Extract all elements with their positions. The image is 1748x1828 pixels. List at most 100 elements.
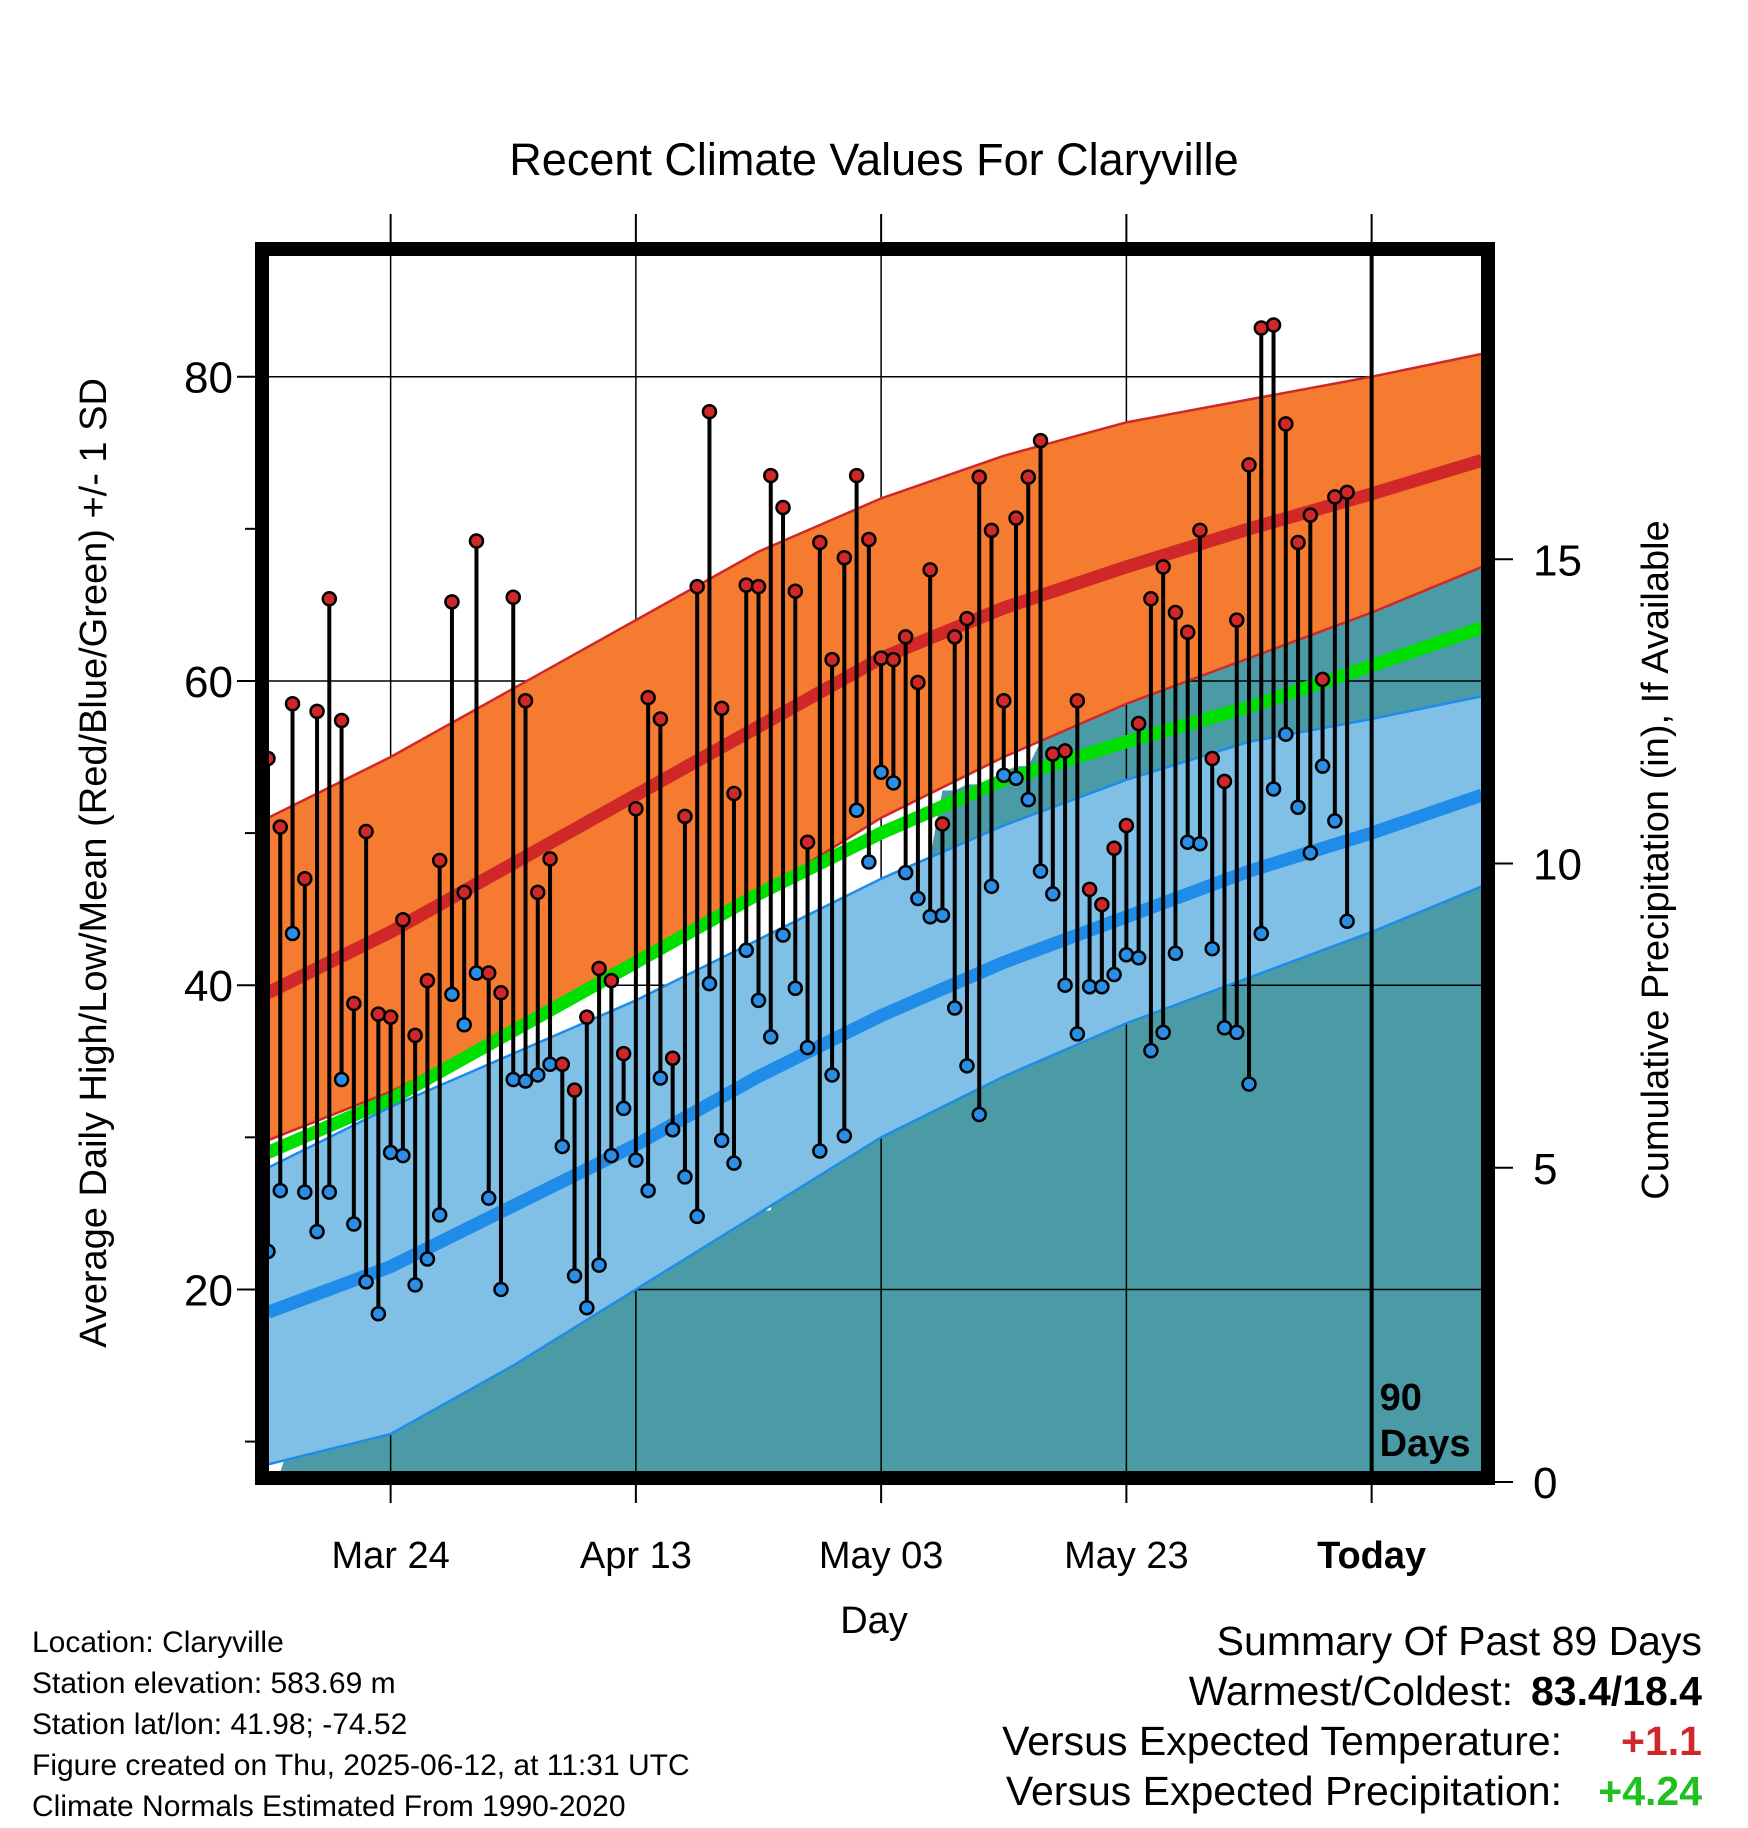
daily-high-point [333,712,350,729]
daily-low-point [848,802,865,819]
x-tick-label: Today [1317,1535,1426,1577]
low-sd-band-lower-edge [268,885,1482,1466]
daily-high-point [554,1056,571,1073]
daily-low-point [358,1274,374,1290]
daily-high-point [885,651,902,668]
daily-high-point [1216,773,1233,790]
daily-high-point [297,870,313,887]
daily-low-point [407,1277,423,1293]
daily-high-point [1032,432,1049,449]
daily-low-point [959,1058,975,1074]
daily-high-point [1353,0,1366,7]
daily-low-point [370,1306,387,1322]
daily-low-point [333,1071,350,1088]
daily-low-point [1094,978,1110,995]
daily-high-point [517,692,534,709]
station-info: Location: Claryville Station elevation: … [32,1622,690,1827]
temp-value: +1.1 [1621,1718,1702,1764]
daily-low-point [1278,726,1294,742]
daily-low-point [897,864,914,881]
daily-high-point [1155,559,1171,575]
daily-high-point [444,594,460,610]
daily-high-point [456,884,472,901]
daily-high-point [395,912,411,928]
daily-high-point [983,522,1000,539]
y-tick-label: 80 [184,354,233,403]
daily-high-point [775,499,791,516]
daily-high-point [763,467,779,484]
daily-high-point [861,531,877,548]
created-text: Figure created on Thu, 2025-06-12, at 11… [32,1749,690,1782]
x-tick-label: May 23 [1064,1535,1189,1577]
precip-area [268,443,1482,1472]
temp-label: Versus Expected Temperature: [1002,1718,1562,1764]
daily-low-point [1290,799,1306,815]
daily-low-point [713,1132,730,1149]
x-tick-label: Mar 24 [331,1535,449,1577]
elevation-text: Station elevation: 583.69 m [32,1667,396,1700]
daily-low-point [689,1208,705,1225]
daily-low-point [1339,913,1355,930]
daily-high-point [468,533,485,549]
daily-high-point [652,711,669,727]
daily-high-point [346,995,362,1012]
daily-high-point [1339,484,1355,501]
daily-low-point [1057,977,1073,993]
daily-high-point [922,562,938,578]
daily-high-point [1228,612,1245,628]
daily-low-point [640,1182,656,1199]
location-text: Location: Claryville [32,1626,284,1659]
daily-low-point [861,854,877,870]
daily-low-point [1179,834,1196,850]
daily-low-point [530,1067,546,1083]
daily-high-point [1179,624,1196,641]
daily-low-point [1314,758,1331,774]
daily-low-point [419,1251,436,1267]
daily-high-point [799,834,816,850]
daily-high-point [591,960,607,977]
summary-panel: Summary Of Past 89 Days Warmest/Coldest:… [1002,1616,1702,1816]
daily-high-point [848,467,865,484]
daily-high-point [542,851,558,867]
daily-low-point [1008,770,1024,787]
daily-high-point [1118,817,1135,834]
daily-high-point [812,534,828,551]
daily-low-point [750,992,767,1009]
daily-low-point [493,1281,509,1298]
daily-high-point [480,965,497,981]
daily-high-point [1241,457,1257,473]
y-tick-label: 40 [184,962,233,1011]
daily-low-point [787,980,804,996]
daily-low-point [1265,781,1282,797]
daily-high-point [934,816,951,832]
daily-high-point [1278,416,1294,432]
daily-high-point [382,1009,399,1025]
plot-frame [255,242,1495,1485]
daily-low-point [1069,1026,1086,1042]
daily-low-point [1167,945,1184,962]
daily-low-point [1204,940,1220,957]
warm-cold-label: Warmest/Coldest: [1188,1668,1513,1714]
daily-high-point [284,696,301,712]
daily-low-point [1106,966,1122,983]
daily-high-point [309,703,325,720]
daily-high-point [615,1045,632,1062]
daily-high-point [946,629,963,645]
daily-low-point [1228,1024,1245,1041]
daily-low-point [763,1029,779,1045]
daily-high-point [971,469,987,485]
daily-high-point [431,852,448,869]
daily-high-point [787,583,804,599]
daily-high-point [1167,604,1184,621]
y2-tick-label: 0 [1533,1459,1557,1508]
daily-low-point [1143,1042,1159,1059]
daily-high-point [1253,320,1270,336]
normals-text: Climate Normals Estimated From 1990-2020 [32,1790,626,1823]
daily-high-point [407,1027,423,1044]
daily-low-point [983,878,1000,895]
daily-low-point [799,1039,816,1056]
daily-low-point [382,1144,399,1161]
y2-tick-label: 10 [1533,841,1582,890]
